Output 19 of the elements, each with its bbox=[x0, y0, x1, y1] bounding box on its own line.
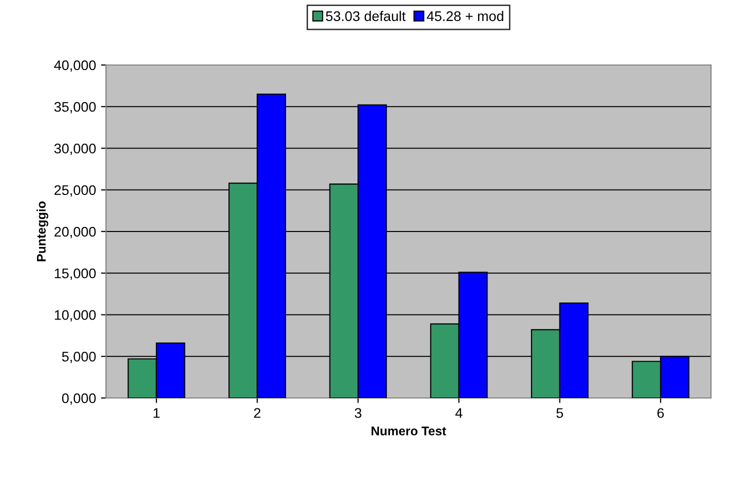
y-tick-label: 25,000 bbox=[54, 185, 96, 197]
y-tick-label: 35,000 bbox=[54, 102, 96, 114]
y-tick-label: 5,000 bbox=[62, 352, 96, 364]
y-tick-label: 20,000 bbox=[54, 226, 96, 238]
x-tick-label: 5 bbox=[556, 408, 564, 418]
y-tick-label: 15,000 bbox=[54, 268, 96, 280]
x-tick-label: 6 bbox=[657, 408, 664, 418]
x-axis-title: Numero Test bbox=[372, 426, 446, 436]
x-tick-label: 3 bbox=[354, 408, 362, 418]
x-tick-label: 1 bbox=[154, 408, 160, 418]
x-tick-label: 4 bbox=[455, 408, 462, 418]
y-tick-label: 10,000 bbox=[54, 310, 96, 322]
y-tick-label: 30,000 bbox=[54, 144, 96, 156]
y-tick-label: 0,000 bbox=[62, 393, 96, 405]
legend-label: 45.28 + mod bbox=[426, 10, 504, 22]
y-axis-title: Punteggio bbox=[36, 201, 48, 262]
y-tick-label: 40,000 bbox=[54, 60, 96, 72]
legend-label: 53.03 default bbox=[326, 10, 406, 22]
x-tick-label: 2 bbox=[254, 408, 260, 418]
